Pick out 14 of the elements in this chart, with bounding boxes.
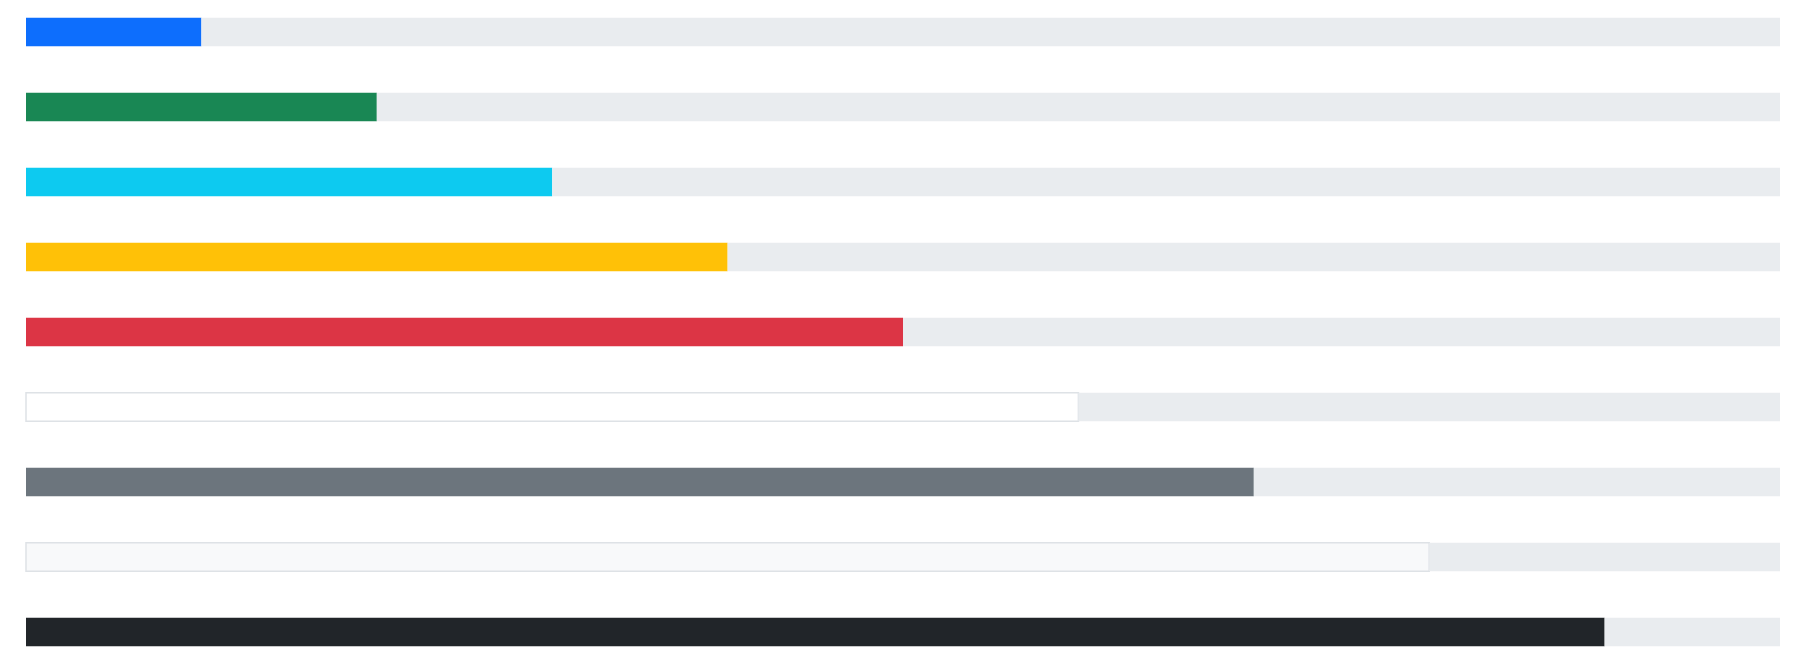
bar xyxy=(26,92,377,122)
bar xyxy=(376,92,1781,122)
bar xyxy=(1604,617,1781,647)
bar xyxy=(727,242,1781,272)
bar xyxy=(26,467,1254,497)
bar xyxy=(26,17,202,47)
bar xyxy=(903,317,1781,347)
bar xyxy=(1253,467,1781,497)
bar xyxy=(26,317,904,347)
bar xyxy=(26,167,553,197)
bar xyxy=(552,167,1781,197)
bar xyxy=(26,242,728,272)
bar xyxy=(201,17,1781,47)
bar xyxy=(26,617,1605,647)
